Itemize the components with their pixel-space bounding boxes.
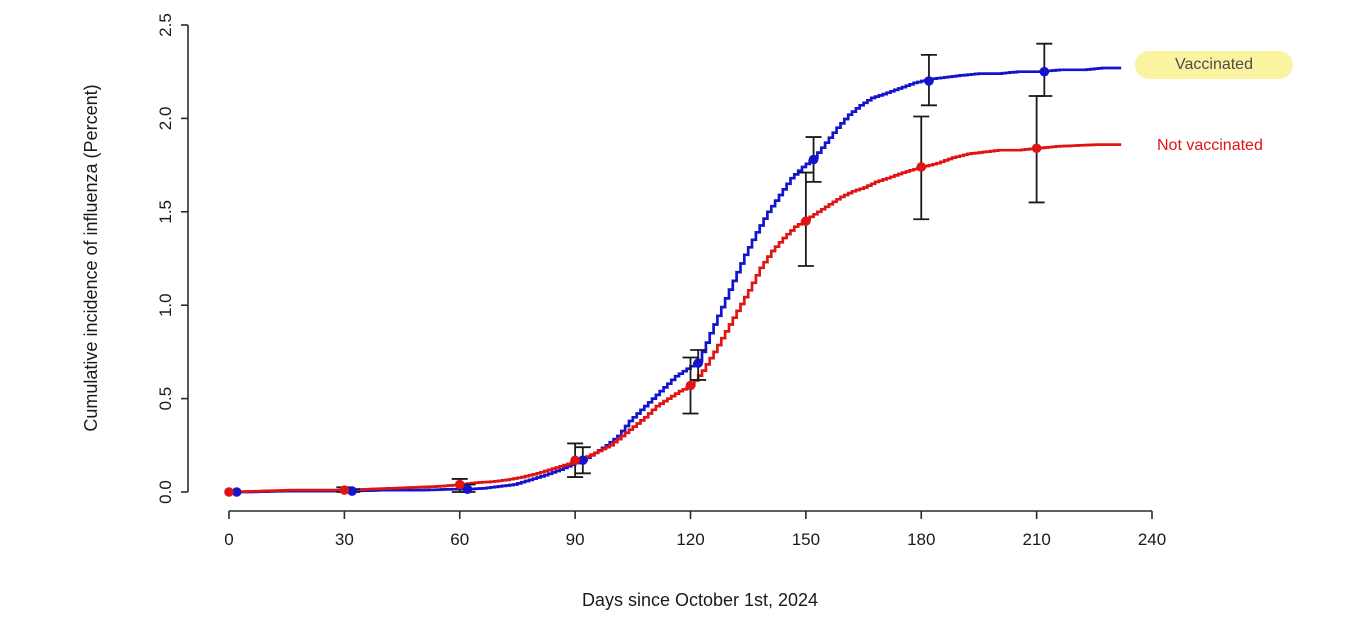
data-point-not-vaccinated [224, 487, 234, 497]
data-point-not-vaccinated [801, 216, 811, 226]
legend-label-vaccinated: Vaccinated [1135, 51, 1293, 79]
data-point-vaccinated [924, 76, 934, 86]
x-tick-label: 90 [566, 530, 585, 549]
x-tick-label: 30 [335, 530, 354, 549]
data-point-vaccinated [808, 154, 819, 165]
y-tick-label: 1.5 [156, 200, 175, 224]
x-tick-label: 150 [792, 530, 820, 549]
data-point-vaccinated [693, 358, 703, 368]
x-tick-label: 120 [676, 530, 704, 549]
y-tick-label: 0.5 [156, 387, 175, 411]
data-point-vaccinated [578, 455, 588, 466]
data-point-not-vaccinated [916, 162, 927, 172]
x-tick-label: 180 [907, 530, 935, 549]
data-point-not-vaccinated [1031, 143, 1042, 154]
data-point-vaccinated [231, 487, 242, 497]
y-tick-label: 0.0 [156, 480, 175, 504]
x-tick-label: 0 [224, 530, 233, 549]
data-point-vaccinated [462, 484, 473, 494]
curve-vaccinated [229, 66, 1122, 494]
y-tick-label: 2.5 [156, 13, 175, 37]
x-axis-title: Days since October 1st, 2024 [582, 590, 818, 610]
x-tick-label: 210 [1022, 530, 1050, 549]
x-tick-label: 60 [450, 530, 469, 549]
y-tick-label: 1.0 [156, 293, 175, 317]
y-tick-label: 2.0 [156, 107, 175, 131]
legend-label-vaccinated-text: Vaccinated [1175, 56, 1253, 73]
data-point-not-vaccinated [570, 455, 580, 466]
x-tick-label: 240 [1138, 530, 1166, 549]
data-point-vaccinated [347, 486, 357, 496]
legend-label-not-vaccinated-text: Not vaccinated [1157, 137, 1263, 154]
data-point-not-vaccinated [685, 380, 696, 391]
curve-not-vaccinated [229, 143, 1122, 494]
y-axis-title: Cumulative incidence of influenza (Perce… [81, 84, 101, 431]
data-point-not-vaccinated [339, 485, 350, 495]
data-point-vaccinated [1039, 66, 1050, 77]
data-point-not-vaccinated [454, 479, 465, 490]
legend-label-not-vaccinated: Not vaccinated [1157, 137, 1263, 155]
